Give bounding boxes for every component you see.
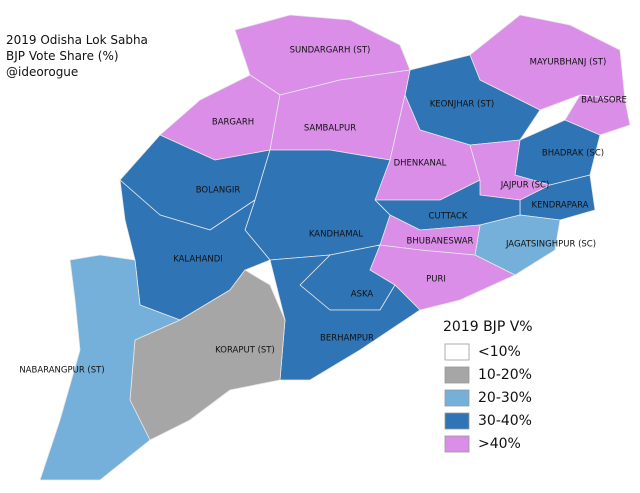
region-label: KENDRAPARA (532, 201, 589, 211)
region-label: KEONJHAR (ST) (430, 100, 495, 110)
region-label: JAJPUR (SC) (500, 181, 550, 191)
legend-swatch (444, 366, 470, 384)
title-line: 2019 Odisha Lok Sabha (6, 33, 148, 47)
region-label: BALASORE (581, 96, 627, 106)
legend-label: 30-40% (478, 413, 532, 429)
region-label: JAGATSINGHPUR (SC) (505, 240, 596, 250)
legend-swatch (444, 412, 470, 430)
region-label: BERHAMPUR (320, 334, 374, 344)
region-label: KALAHANDI (173, 255, 223, 265)
region-label: SUNDARGARH (ST) (290, 46, 371, 56)
region-label: BHUBANESWAR (407, 237, 474, 247)
region-label: DHENKANAL (394, 159, 447, 169)
regions (39, 14, 631, 481)
legend: <10% 10-20% 20-30% 30-40% >40% (444, 343, 532, 453)
region (564, 94, 631, 136)
region-label: KANDHAMAL (309, 230, 363, 240)
region-labels: SUNDARGARH (ST) MAYURBHANJ (ST) BALASORE… (19, 46, 627, 376)
region-label: PURI (426, 275, 446, 285)
legend-label: >40% (478, 436, 521, 452)
region-label: KORAPUT (ST) (215, 346, 275, 356)
region-label: CUTTACK (429, 212, 468, 222)
region-label: BARGARH (212, 118, 254, 128)
legend-swatch (444, 389, 470, 407)
region-label: NABARANGPUR (ST) (19, 366, 104, 376)
region (244, 149, 391, 261)
legend-label: <10% (478, 344, 521, 360)
region-label: BOLANGIR (196, 186, 241, 196)
region-label: SAMBALPUR (304, 124, 356, 134)
region-label: MAYURBHANJ (ST) (530, 58, 607, 68)
region-label: ASKA (351, 290, 374, 300)
legend-title: 2019 BJP V% (443, 319, 533, 335)
region (39, 254, 181, 481)
legend-swatch (444, 435, 470, 453)
legend-label: 20-30% (478, 390, 532, 406)
legend-label: 10-20% (478, 367, 532, 383)
title-line: BJP Vote Share (%) (6, 49, 119, 63)
legend-swatch (444, 343, 470, 361)
region-label: BHADRAK (SC) (542, 149, 604, 159)
title-line: @ideorogue (6, 65, 78, 79)
